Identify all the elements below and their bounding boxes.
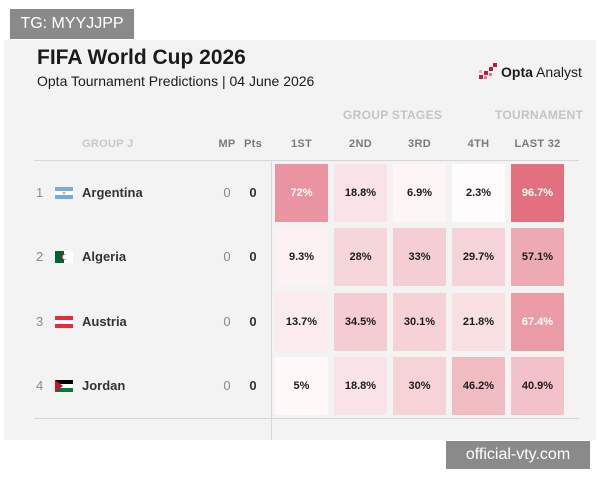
algeria-flag-icon xyxy=(55,251,73,263)
points: 0 xyxy=(249,314,257,329)
col-head-pts: Pts xyxy=(243,138,263,150)
heatmap-cell: 57.1% xyxy=(511,228,564,286)
heatmap-cell: 46.2% xyxy=(452,357,505,415)
heatmap-cell: 72% xyxy=(275,164,328,222)
heatmap-cell: 2.3% xyxy=(452,164,505,222)
logo-brand: Opta xyxy=(501,64,533,80)
heatmap-cell: 28% xyxy=(334,228,387,286)
heatmap-cell: 9.3% xyxy=(275,228,328,286)
logo-product: Analyst xyxy=(532,64,582,80)
matches-played: 0 xyxy=(223,249,231,264)
team-name: Argentina xyxy=(82,185,143,200)
points: 0 xyxy=(249,249,257,264)
team-name: Algeria xyxy=(82,249,127,264)
col-head-last32: LAST 32 xyxy=(514,138,561,150)
table-row: 1 Argentina 0 0 72% 18.8% 6.9% 2.3% 96.7% xyxy=(0,164,600,222)
opta-analyst-logo: Opta Analyst xyxy=(478,62,582,82)
heatmap-cell: 29.7% xyxy=(452,228,505,286)
heatmap-cell: 40.9% xyxy=(511,357,564,415)
row-rank: 2 xyxy=(36,249,44,264)
section-tournament: TOURNAMENT xyxy=(495,108,584,122)
group-header: GROUP J xyxy=(82,138,134,150)
col-head-4th: 4TH xyxy=(467,138,490,150)
heatmap-cell: 30.1% xyxy=(393,293,446,351)
heatmap-cell: 67.4% xyxy=(511,293,564,351)
col-head-3rd: 3RD xyxy=(408,138,431,150)
heatmap-cell: 33% xyxy=(393,228,446,286)
heatmap-cell: 18.8% xyxy=(334,164,387,222)
team-name: Jordan xyxy=(82,378,126,393)
opta-logo-icon xyxy=(479,63,497,79)
table-row: 2 Algeria 0 0 9.3% 28% 33% 29.7% 57.1% xyxy=(0,228,600,286)
header-divider xyxy=(34,160,579,161)
row-rank: 1 xyxy=(36,185,44,200)
table-row: 4 Jordan 0 0 5% 18.8% 30% 46.2% 40.9% xyxy=(0,357,600,415)
col-head-2nd: 2ND xyxy=(349,138,372,150)
table-row: 3 Austria 0 0 13.7% 34.5% 30.1% 21.8% 67.4% xyxy=(0,293,600,351)
row-rank: 3 xyxy=(36,314,44,329)
heatmap-cell: 18.8% xyxy=(334,357,387,415)
heatmap-cell: 21.8% xyxy=(452,293,505,351)
matches-played: 0 xyxy=(223,185,231,200)
table-bottom-divider xyxy=(34,418,579,419)
heatmap-cell: 30% xyxy=(393,357,446,415)
argentina-flag-icon xyxy=(55,187,73,199)
col-head-1st: 1ST xyxy=(290,138,313,150)
team-name: Austria xyxy=(82,314,127,329)
heatmap-cell: 13.7% xyxy=(275,293,328,351)
logo-text: Opta Analyst xyxy=(501,64,582,80)
points: 0 xyxy=(249,378,257,393)
col-head-mp: MP xyxy=(218,138,236,150)
heatmap-divider xyxy=(271,160,272,440)
heatmap-cell: 96.7% xyxy=(511,164,564,222)
section-group-stages: GROUP STAGES xyxy=(343,108,443,122)
matches-played: 0 xyxy=(223,378,231,393)
jordan-flag-icon xyxy=(55,380,73,392)
watermark-bottom: official-vty.com xyxy=(446,441,590,469)
heatmap-cell: 34.5% xyxy=(334,293,387,351)
matches-played: 0 xyxy=(223,314,231,329)
points: 0 xyxy=(249,185,257,200)
page-title: FIFA World Cup 2026 xyxy=(37,46,246,69)
page-subtitle: Opta Tournament Predictions | 04 June 20… xyxy=(37,73,315,89)
heatmap-cell: 6.9% xyxy=(393,164,446,222)
watermark-top: TG: MYYJJPP xyxy=(10,9,134,39)
heatmap-cell: 5% xyxy=(275,357,328,415)
row-rank: 4 xyxy=(36,378,44,393)
austria-flag-icon xyxy=(55,316,73,328)
